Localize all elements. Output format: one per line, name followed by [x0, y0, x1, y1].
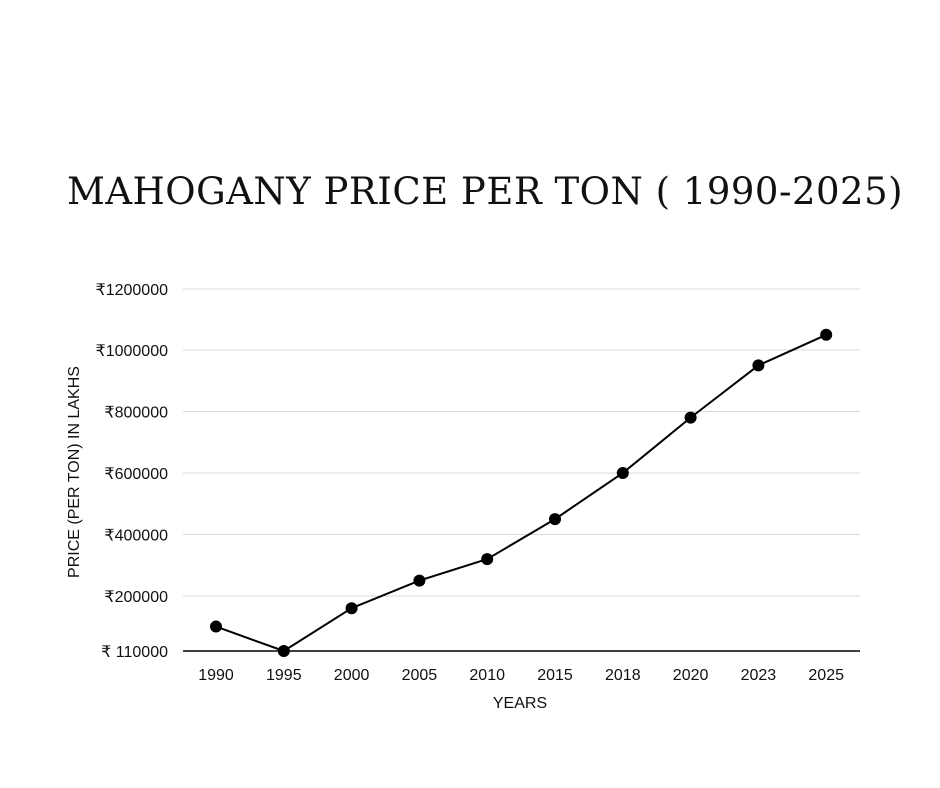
data-point	[549, 513, 561, 526]
x-tick-label: 1995	[266, 667, 302, 684]
x-tick-label: 2000	[334, 667, 370, 684]
chart-title: MAHOGANY PRICE PER TON ( 1990-2025)	[66, 170, 904, 213]
y-tick-label: ₹1000000	[96, 343, 169, 360]
x-tick-label: 2015	[537, 667, 573, 684]
y-axis-ticks: ₹ 110000 ₹200000 ₹400000 ₹600000 ₹800000 ₹100…	[96, 282, 169, 661]
x-tick-label: 2023	[741, 667, 777, 684]
data-point	[616, 467, 629, 479]
data-point	[210, 620, 222, 633]
y-tick-label: ₹800000	[104, 405, 168, 422]
y-tick-label: ₹200000	[104, 589, 168, 606]
data-point	[277, 645, 290, 657]
series-line	[215, 333, 827, 653]
x-tick-label: 2018	[605, 667, 641, 684]
y-tick-label: ₹600000	[104, 466, 168, 483]
data-point	[413, 574, 426, 587]
x-tick-label: 2010	[469, 667, 505, 684]
y-tick-label: ₹ 110000	[101, 644, 168, 661]
data-point	[820, 328, 833, 341]
x-axis-ticks: 1990 1995 2000 2005 2010 2015 2018 2020 2023 2025	[198, 667, 844, 684]
x-tick-label: 2020	[673, 667, 709, 684]
x-tick-label: 1990	[198, 667, 234, 684]
data-points	[210, 328, 833, 657]
x-tick-label: 2025	[808, 667, 844, 684]
y-tick-label: ₹1200000	[96, 282, 169, 299]
x-axis-label: YEARS	[493, 695, 547, 712]
y-axis-label: PRICE (PER TON) IN LAKHS	[66, 366, 83, 578]
data-point	[684, 411, 697, 424]
x-tick-label: 2005	[402, 667, 438, 684]
data-point	[752, 359, 765, 372]
data-point	[481, 553, 494, 566]
y-tick-label: ₹400000	[104, 528, 168, 545]
data-point	[345, 602, 358, 615]
gridlines	[183, 288, 860, 597]
